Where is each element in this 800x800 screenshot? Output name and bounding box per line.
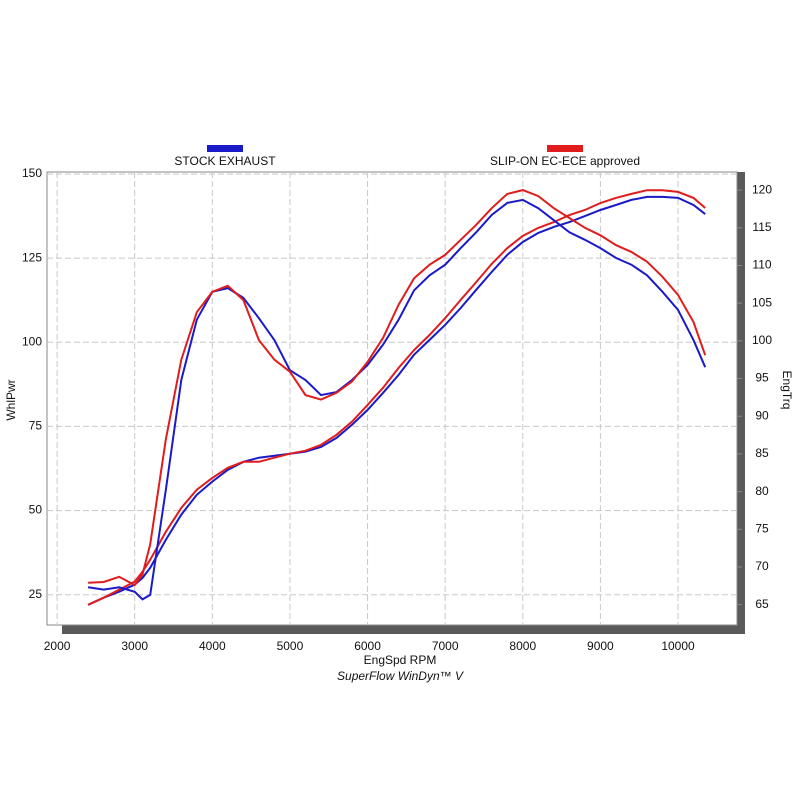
y-tick-label: 150 bbox=[22, 166, 42, 180]
x-axis-label: EngSpd RPM bbox=[364, 653, 437, 667]
legend-label: SLIP-ON EC-ECE approved bbox=[490, 154, 640, 168]
y2-tick-label: 110 bbox=[752, 258, 771, 272]
series-line bbox=[87, 195, 706, 606]
legend-swatch bbox=[547, 145, 583, 152]
y-tick-label: 125 bbox=[22, 250, 42, 264]
y2-tick-label: 65 bbox=[755, 597, 769, 611]
y2-tick-label: 100 bbox=[752, 333, 772, 347]
series-line bbox=[87, 189, 706, 606]
x-tick-label: 10000 bbox=[661, 639, 695, 653]
y-tick-label: 50 bbox=[29, 503, 43, 517]
footer: SuperFlow WinDyn™ V bbox=[337, 669, 464, 683]
y-tick-label: 100 bbox=[22, 334, 42, 348]
x-tick-label: 6000 bbox=[354, 639, 381, 653]
y2-tick-label: 90 bbox=[755, 408, 769, 422]
y2-tick-label: 85 bbox=[755, 446, 769, 460]
y2-tick-label: 120 bbox=[752, 182, 772, 196]
series-line bbox=[87, 198, 707, 601]
y-tick-label: 75 bbox=[29, 419, 43, 433]
y2-tick-label: 105 bbox=[752, 295, 772, 309]
y2-tick-label: 70 bbox=[755, 559, 769, 573]
x-tick-label: 2000 bbox=[44, 639, 71, 653]
x-tick-label: 8000 bbox=[509, 639, 536, 653]
y2-tick-label: 80 bbox=[755, 484, 769, 498]
legend-swatch bbox=[207, 145, 243, 152]
y2-tick-label: 115 bbox=[752, 220, 771, 234]
y2-tick-label: 95 bbox=[755, 371, 769, 385]
series-line bbox=[88, 189, 707, 587]
x-tick-label: 3000 bbox=[121, 639, 148, 653]
x-tick-label: 5000 bbox=[277, 639, 304, 653]
y-tick-label: 25 bbox=[29, 587, 43, 601]
y-axis-label: WhlPwr bbox=[4, 379, 18, 420]
y2-tick-label: 75 bbox=[755, 521, 769, 535]
y2-axis-label: EngTrq bbox=[780, 371, 794, 410]
x-tick-label: 4000 bbox=[199, 639, 226, 653]
x-tick-label: 9000 bbox=[587, 639, 614, 653]
legend-label: STOCK EXHAUST bbox=[174, 154, 276, 168]
x-tick-label: 7000 bbox=[432, 639, 459, 653]
plot-area bbox=[46, 171, 738, 626]
